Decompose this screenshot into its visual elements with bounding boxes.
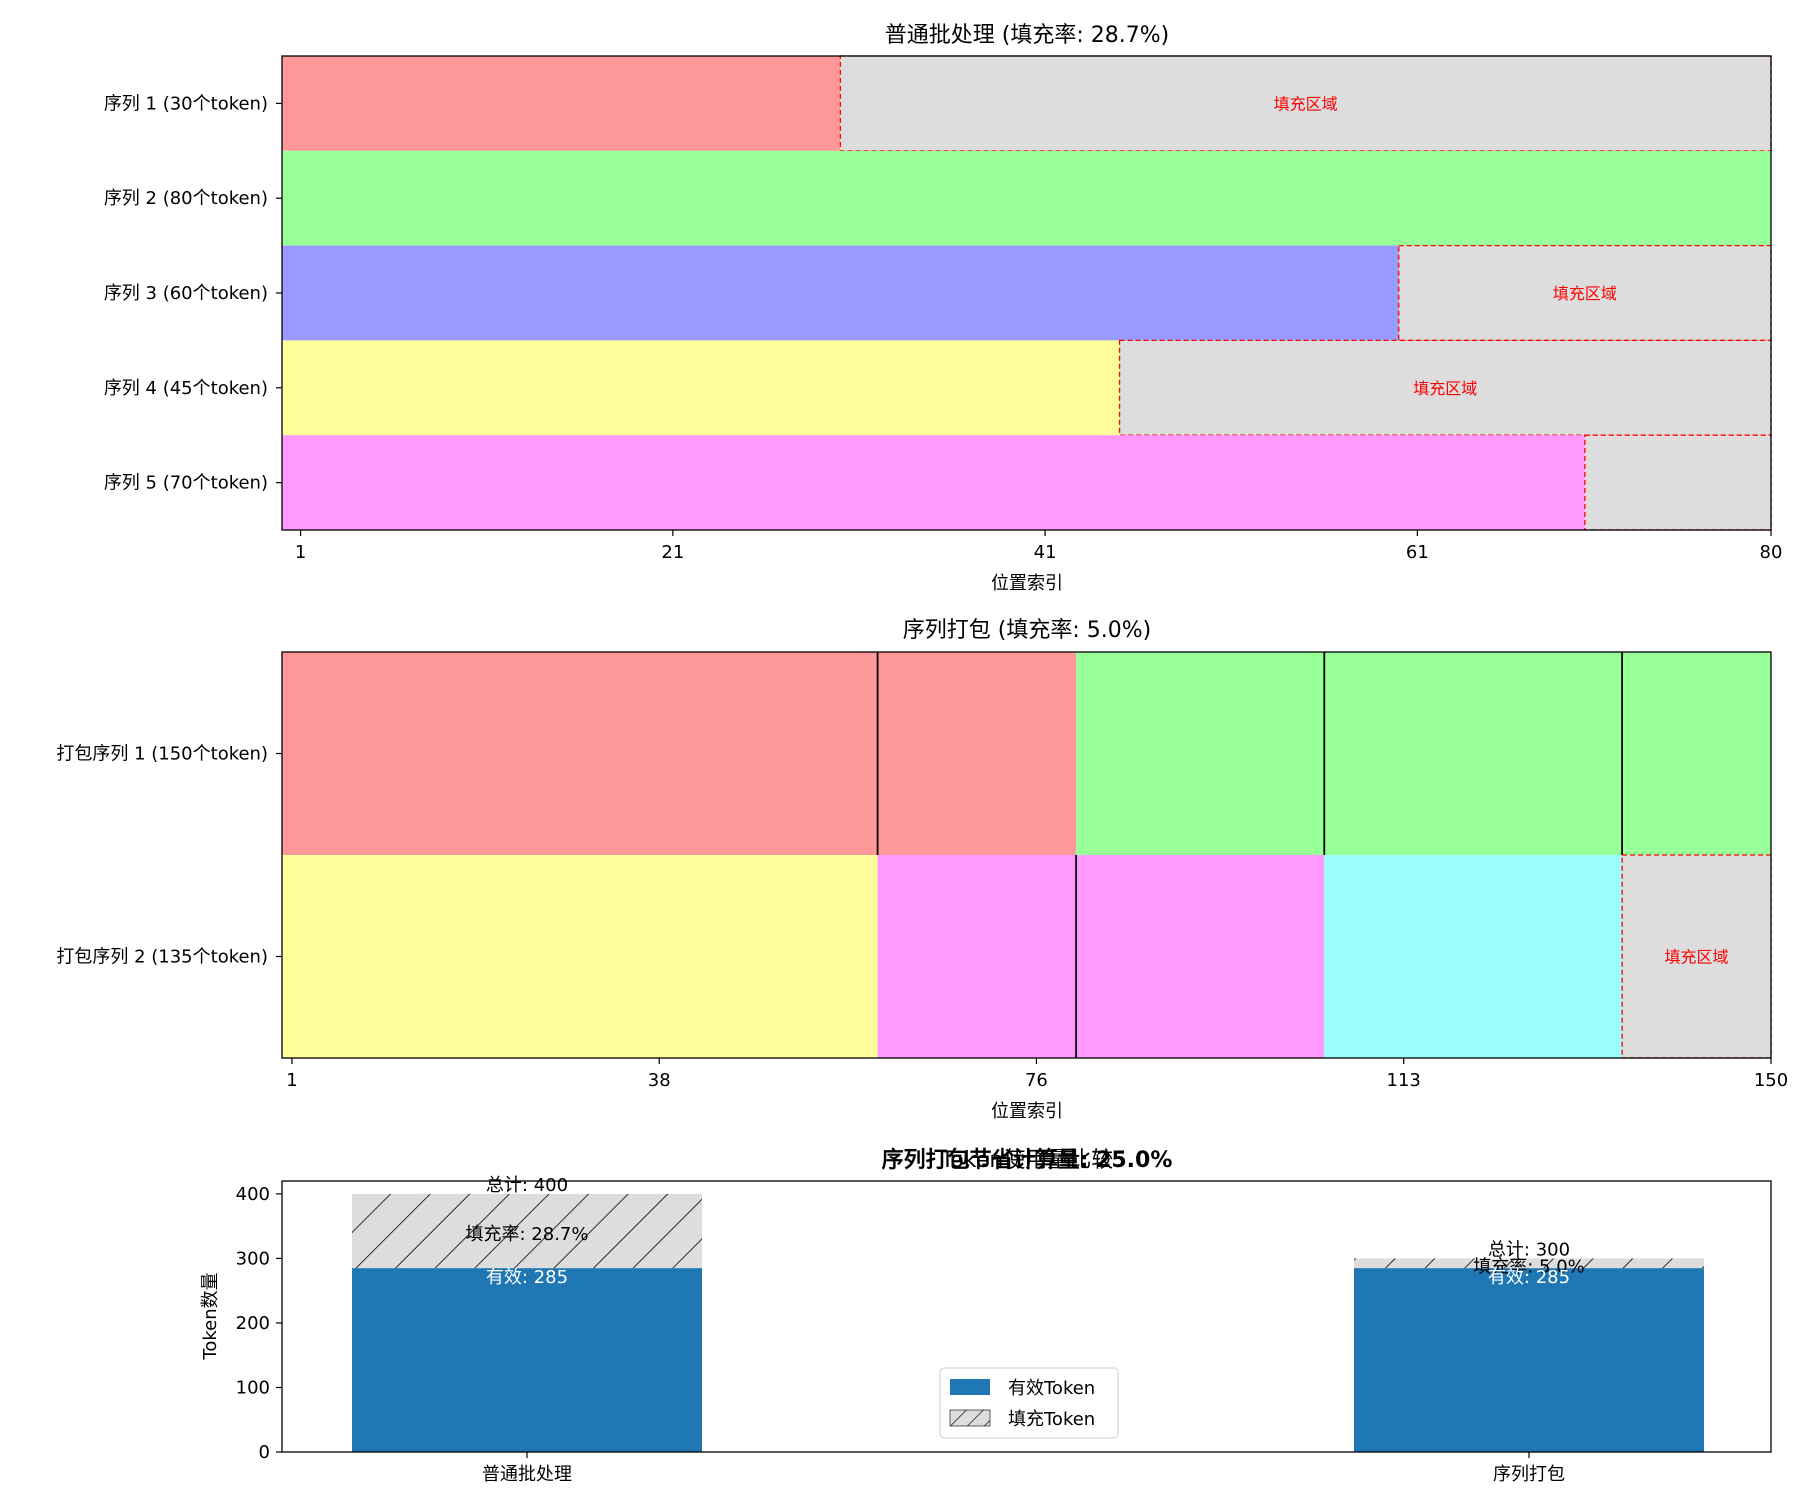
y-tick-label: 100 [236, 1377, 270, 1398]
packing-plot-frame [281, 651, 1772, 1059]
x-tick-label: 80 [1760, 542, 1783, 563]
padding-token-bar [1354, 1258, 1704, 1269]
y-tick-label: 序列 2 (80个token) [104, 188, 268, 209]
savings-title: 序列打包节省计算量: 25.0% [882, 1147, 1173, 1173]
legend-swatch-padding [949, 1409, 991, 1427]
padding-region [1621, 854, 1772, 1059]
packing-title: 序列打包 (填充率: 5.0%) [903, 618, 1151, 643]
y-tick-label: 序列 1 (30个token) [104, 93, 268, 114]
packed-segment [1622, 652, 1771, 855]
packed-segment [1324, 855, 1623, 1058]
legend-swatch-valid [950, 1379, 990, 1395]
valid-annotation: 有效: 285 [1488, 1267, 1570, 1288]
padding-region [1584, 434, 1772, 531]
total-annotation: 总计: 400 [486, 1175, 568, 1196]
padding-label: 填充区域 [1274, 94, 1338, 113]
padding-label: 填充区域 [1413, 379, 1477, 398]
sequence-bar [282, 245, 1399, 341]
x-tick-label: 21 [661, 542, 684, 563]
packed-segment [877, 855, 1077, 1058]
x-tick-label: 76 [1025, 1070, 1048, 1091]
x-tick-label: 38 [648, 1070, 671, 1091]
packed-segment [282, 855, 878, 1058]
padding-label: 填充区域 [1665, 948, 1729, 967]
y-tick-label: 200 [236, 1313, 270, 1334]
legend-label-valid: 有效Token [1008, 1378, 1095, 1399]
y-tick-label: 序列 3 (60个token) [104, 283, 268, 304]
x-tick-label: 150 [1754, 1070, 1788, 1091]
valid-annotation: 有效: 285 [486, 1267, 568, 1288]
sequence-bar [282, 340, 1120, 436]
packed-segment [1076, 855, 1325, 1058]
packed-segment [1076, 652, 1325, 855]
x-tick-label: 113 [1387, 1070, 1421, 1091]
packing-chart: 打包序列 1 (150个token) 填充区域 打包序列 2 (135个token)… [56, 618, 1788, 1122]
y-tick-label: 打包序列 2 (135个token) [56, 947, 268, 968]
y-tick-label: 0 [259, 1442, 270, 1463]
x-tick-label: 61 [1406, 542, 1429, 563]
padding-rate-annotation: 填充率: 28.7% [466, 1224, 589, 1245]
x-tick-label: 普通批处理 [482, 1464, 572, 1485]
padding-token-bar [352, 1193, 702, 1269]
y-tick-label: 打包序列 1 (150个token) [56, 744, 268, 765]
token-usage-ylabel: Token数量 [200, 1272, 221, 1360]
y-tick-label: 400 [236, 1184, 270, 1205]
y-tick-label: 序列 4 (45个token) [104, 378, 268, 399]
packed-segment [1324, 652, 1623, 855]
legend: 有效Token 填充Token [939, 1367, 1119, 1439]
padding-label: 填充区域 [1553, 284, 1617, 303]
packed-segment [877, 652, 1077, 855]
packed-segment [282, 652, 878, 855]
x-tick-label: 1 [295, 542, 306, 563]
valid-token-bar [352, 1268, 702, 1452]
sequence-bar [282, 56, 841, 151]
token-usage-marks: 总计: 400 填充率: 28.7% 有效: 285 普通批处理 总计: 300填充率:… [236, 1175, 1704, 1485]
legend-label-padding: 填充Token [1008, 1409, 1095, 1430]
token-usage-plot-frame [281, 1180, 1772, 1453]
total-annotation: 总计: 300 [1488, 1239, 1570, 1260]
valid-token-bar [1354, 1268, 1704, 1452]
normal-batch-plot-frame [281, 55, 1772, 531]
padding-region [839, 55, 1772, 152]
y-tick-label: 300 [236, 1248, 270, 1269]
sequence-bar [282, 435, 1585, 530]
x-tick-label: 序列打包 [1493, 1464, 1565, 1485]
sequence-bar [282, 150, 1771, 246]
padding-rate-annotation: 填充率: 5.0% [1473, 1256, 1585, 1277]
packing-marks: 打包序列 1 (150个token) 填充区域 打包序列 2 (135个token)… [56, 652, 1788, 1091]
y-tick-label: 序列 5 (70个token) [104, 473, 268, 494]
packing-xlabel: 位置索引 [991, 1101, 1063, 1122]
padding-region [1398, 244, 1772, 342]
x-tick-label: 41 [1034, 542, 1057, 563]
normal-batch-title: 普通批处理 (填充率: 28.7%) [885, 23, 1169, 48]
normal-batch-xlabel: 位置索引 [991, 573, 1063, 594]
x-tick-label: 1 [286, 1070, 297, 1091]
token-usage-title: Token使用量比较 [940, 1148, 1114, 1173]
padding-region [1118, 339, 1772, 436]
token-usage-chart: 总计: 400 填充率: 28.7% 有效: 285 普通批处理 总计: 300填充率:… [200, 1147, 1772, 1485]
